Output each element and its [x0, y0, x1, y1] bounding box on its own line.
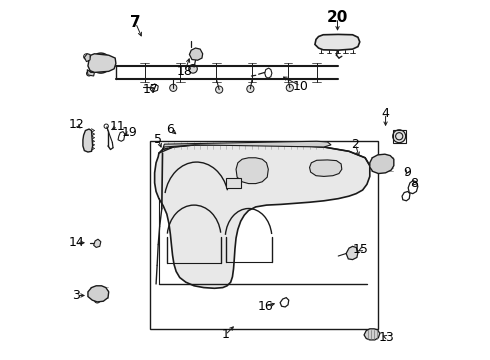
- Text: 16: 16: [258, 300, 274, 313]
- Polygon shape: [84, 54, 90, 62]
- Polygon shape: [346, 246, 358, 260]
- Text: 2: 2: [351, 138, 359, 150]
- Text: 7: 7: [130, 15, 141, 31]
- Polygon shape: [236, 158, 269, 184]
- Text: 3: 3: [73, 289, 80, 302]
- Text: 6: 6: [167, 122, 174, 136]
- Bar: [150, 140, 378, 329]
- Text: 20: 20: [327, 10, 348, 26]
- Polygon shape: [155, 144, 370, 288]
- Circle shape: [96, 58, 106, 68]
- Bar: [393, 130, 406, 143]
- Text: 4: 4: [382, 107, 390, 120]
- Circle shape: [84, 54, 89, 59]
- Text: 9: 9: [403, 166, 411, 179]
- Circle shape: [286, 84, 294, 91]
- Text: 13: 13: [379, 330, 394, 343]
- Polygon shape: [364, 329, 380, 340]
- Text: 5: 5: [154, 133, 162, 146]
- Polygon shape: [88, 54, 116, 72]
- Text: 12: 12: [69, 118, 84, 131]
- Circle shape: [247, 85, 254, 93]
- Text: 10: 10: [293, 80, 309, 93]
- Text: 15: 15: [352, 243, 368, 256]
- Polygon shape: [162, 141, 331, 151]
- Polygon shape: [315, 35, 360, 50]
- Circle shape: [172, 185, 209, 222]
- Polygon shape: [88, 286, 109, 302]
- Text: 14: 14: [69, 236, 84, 249]
- Circle shape: [216, 86, 223, 93]
- Text: 18: 18: [177, 65, 193, 78]
- Bar: [226, 178, 242, 188]
- Circle shape: [87, 71, 92, 76]
- Text: 11: 11: [110, 120, 125, 133]
- Polygon shape: [190, 48, 203, 60]
- Circle shape: [170, 84, 177, 91]
- Text: 8: 8: [410, 177, 418, 190]
- Circle shape: [199, 189, 224, 214]
- Text: 19: 19: [122, 126, 137, 139]
- Polygon shape: [87, 69, 95, 76]
- Circle shape: [91, 53, 111, 73]
- Text: 17: 17: [143, 83, 159, 96]
- Circle shape: [189, 64, 197, 73]
- Polygon shape: [83, 129, 93, 152]
- Polygon shape: [310, 160, 342, 176]
- Circle shape: [393, 130, 406, 143]
- Text: 1: 1: [221, 328, 229, 341]
- Polygon shape: [370, 154, 394, 174]
- Polygon shape: [94, 239, 101, 247]
